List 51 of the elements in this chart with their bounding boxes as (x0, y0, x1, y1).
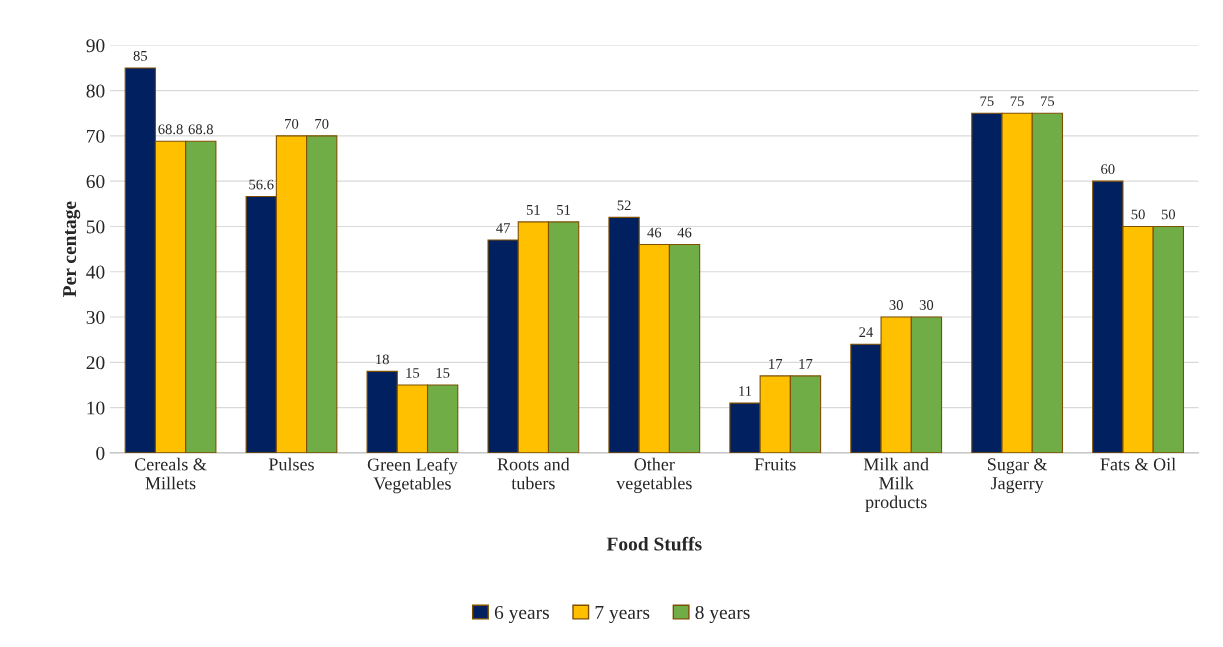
data-label: 17 (799, 359, 813, 369)
data-label: 56.6 (249, 179, 274, 190)
data-label: 18 (376, 354, 389, 365)
x-tick-label: Other vegetables (616, 457, 692, 494)
data-label: 11 (739, 386, 752, 396)
data-label: 68.8 (188, 124, 213, 135)
y-tick-label: 80 (86, 84, 105, 98)
x-tick-label: Pulses (268, 457, 314, 471)
data-label: 68.8 (158, 124, 183, 135)
data-label: 30 (889, 300, 903, 310)
data-label: 75 (1041, 96, 1055, 107)
x-axis-title: Food Stuffs (606, 536, 702, 551)
data-label: 17 (769, 359, 783, 369)
data-label: 51 (526, 205, 540, 215)
y-tick-label: 50 (86, 220, 105, 234)
y-tick-label: 10 (87, 401, 105, 415)
data-label: 70 (285, 118, 299, 129)
data-label: 50 (1131, 209, 1145, 220)
x-tick-label: Roots and tubers (497, 457, 570, 490)
y-axis-title: Per centage (63, 201, 81, 297)
data-label: 15 (436, 368, 450, 378)
data-label: 30 (919, 300, 934, 310)
data-label: 46 (677, 227, 692, 238)
y-tick-label: 70 (87, 129, 105, 143)
data-label: 24 (859, 327, 874, 337)
legend-label: 6 years (494, 605, 549, 624)
data-label: 75 (1010, 96, 1024, 107)
data-label: 51 (557, 205, 571, 215)
data-label: 70 (315, 118, 329, 129)
data-label: 46 (647, 227, 662, 238)
y-tick-label: 90 (86, 39, 105, 53)
legend-label: 7 years (595, 606, 650, 624)
data-label: 15 (406, 368, 420, 378)
data-label: 60 (1101, 164, 1115, 175)
data-label: 47 (496, 223, 510, 233)
x-tick-label: Sugar & Jagerry (988, 458, 1048, 494)
x-tick-label: Green Leafy Vegetables (367, 457, 458, 494)
x-tick-label: Fruits (754, 458, 796, 471)
x-tick-label: Fats & Oil (1100, 457, 1176, 471)
data-label: 50 (1161, 209, 1176, 220)
y-tick-label: 20 (86, 356, 105, 370)
y-tick-label: 60 (86, 174, 105, 189)
data-label: 85 (133, 50, 148, 61)
x-tick-label: Milk and Milk products (863, 457, 929, 512)
legend-label: 8 years (695, 605, 750, 624)
y-tick-label: 40 (86, 265, 105, 279)
x-tick-label: Cereals & Millets (134, 457, 207, 490)
y-tick-label: 30 (86, 310, 105, 324)
data-label: 75 (980, 96, 994, 107)
data-label: 52 (617, 200, 631, 211)
y-tick-label: 0 (96, 446, 105, 460)
